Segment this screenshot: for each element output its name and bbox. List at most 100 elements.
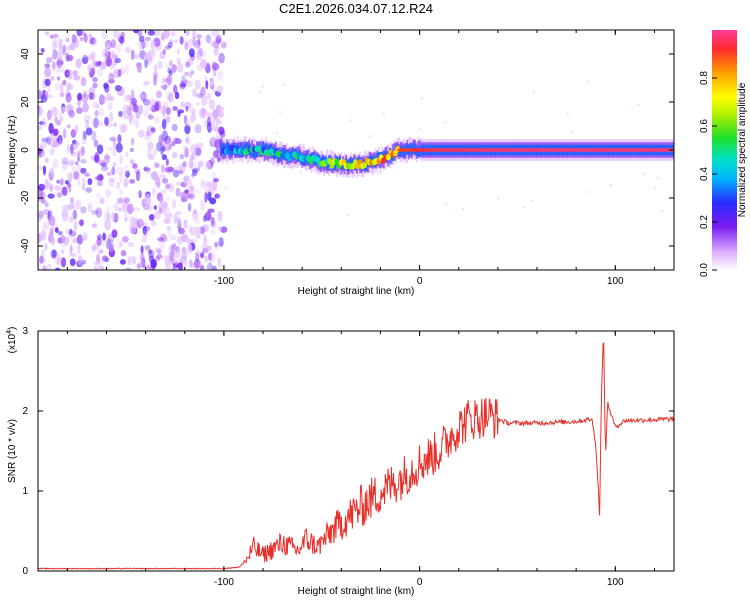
noise-speckle — [203, 237, 208, 246]
noise-speckle — [214, 120, 219, 131]
noise-speckle — [184, 41, 188, 51]
noise-speckle — [109, 243, 114, 253]
noise-speckle — [52, 158, 59, 169]
noise-speckle — [56, 49, 64, 61]
noise-speckle — [60, 257, 67, 268]
noise-speckle — [66, 83, 74, 91]
noise-speckle — [102, 232, 106, 241]
noise-speckle — [218, 226, 223, 231]
noise-speckle — [217, 210, 223, 222]
noise-speckle — [193, 144, 201, 156]
noise-dot — [419, 128, 422, 131]
noise-speckle — [114, 57, 121, 64]
spectrogram-y-label: Frequency (Hz) — [7, 116, 18, 185]
noise-speckle — [54, 267, 61, 270]
noise-speckle — [79, 36, 84, 42]
noise-speckle — [93, 139, 99, 148]
noise-dot — [532, 91, 535, 94]
noise-speckle — [183, 71, 190, 76]
noise-speckle — [171, 123, 178, 132]
noise-dot — [587, 191, 591, 194]
noise-dot — [420, 96, 423, 100]
snr-y-label: SNR (10 * v/v) — [7, 419, 18, 483]
noise-speckle — [197, 160, 204, 168]
noise-speckle — [213, 48, 219, 56]
noise-speckle — [100, 162, 108, 168]
noise-speckle — [143, 167, 151, 172]
noise-speckle — [184, 237, 192, 243]
noise-speckle — [172, 198, 177, 209]
noise-speckle — [66, 183, 71, 188]
noise-speckle — [115, 142, 123, 153]
noise-speckle — [199, 226, 205, 235]
noise-speckle — [106, 205, 110, 213]
noise-speckle — [148, 114, 154, 120]
noise-speckle — [165, 158, 169, 166]
noise-speckle — [69, 228, 73, 235]
spectrogram-heatmap — [38, 30, 674, 270]
noise-speckle — [121, 202, 129, 213]
noise-speckle — [164, 167, 172, 173]
noise-speckle — [171, 141, 176, 147]
noise-speckle — [118, 207, 122, 212]
noise-speckle — [47, 181, 52, 190]
noise-speckle — [177, 216, 181, 227]
noise-speckle — [194, 218, 200, 225]
noise-speckle — [83, 90, 88, 99]
noise-speckle — [107, 96, 115, 101]
noise-speckle — [162, 48, 166, 55]
noise-speckle — [185, 135, 191, 145]
noise-speckle — [148, 249, 153, 255]
noise-speckle — [161, 154, 167, 161]
noise-speckle — [205, 80, 209, 90]
noise-speckle — [204, 211, 212, 221]
noise-dot — [347, 213, 350, 217]
noise-speckle — [161, 112, 166, 120]
noise-speckle — [87, 178, 93, 186]
noise-speckle — [91, 130, 97, 142]
noise-speckle — [93, 261, 100, 266]
noise-speckle — [175, 211, 182, 216]
noise-speckle — [72, 70, 78, 76]
noise-speckle — [66, 124, 71, 129]
colorbar-tick-label: 0.8 — [699, 71, 710, 85]
noise-speckle — [113, 30, 120, 39]
noise-speckle — [213, 88, 217, 94]
noise-speckle — [91, 58, 96, 70]
noise-speckle — [164, 135, 172, 145]
noise-speckle — [212, 61, 217, 71]
noise-speckle — [104, 116, 109, 126]
noise-speckle — [50, 106, 58, 116]
noise-speckle — [53, 33, 59, 39]
noise-dot — [382, 113, 385, 116]
noise-speckle — [215, 34, 222, 45]
noise-speckle — [132, 118, 140, 126]
noise-speckle — [95, 207, 103, 218]
noise-speckle — [159, 196, 164, 204]
noise-speckle — [99, 197, 105, 205]
noise-speckle — [129, 147, 134, 153]
noise-speckle — [38, 124, 43, 131]
noise-speckle — [116, 181, 120, 190]
noise-dot — [369, 135, 372, 138]
noise-speckle — [169, 234, 177, 241]
snr-scale-label: (x104) — [6, 327, 18, 354]
noise-speckle — [127, 242, 135, 248]
noise-speckle — [155, 90, 162, 99]
noise-speckle — [180, 181, 188, 188]
noise-speckle — [219, 130, 225, 138]
noise-speckle — [138, 190, 142, 199]
noise-speckle — [72, 209, 78, 220]
noise-speckle — [104, 153, 111, 164]
noise-speckle — [49, 148, 55, 156]
noise-speckle — [135, 123, 140, 129]
noise-speckle — [184, 119, 192, 127]
noise-speckle — [81, 77, 87, 87]
noise-speckle — [143, 80, 150, 86]
noise-speckle — [148, 153, 155, 161]
noise-speckle — [123, 197, 130, 204]
noise-speckle — [210, 156, 215, 166]
noise-speckle — [54, 82, 60, 91]
noise-speckle — [196, 93, 203, 99]
noise-speckle — [119, 172, 123, 184]
